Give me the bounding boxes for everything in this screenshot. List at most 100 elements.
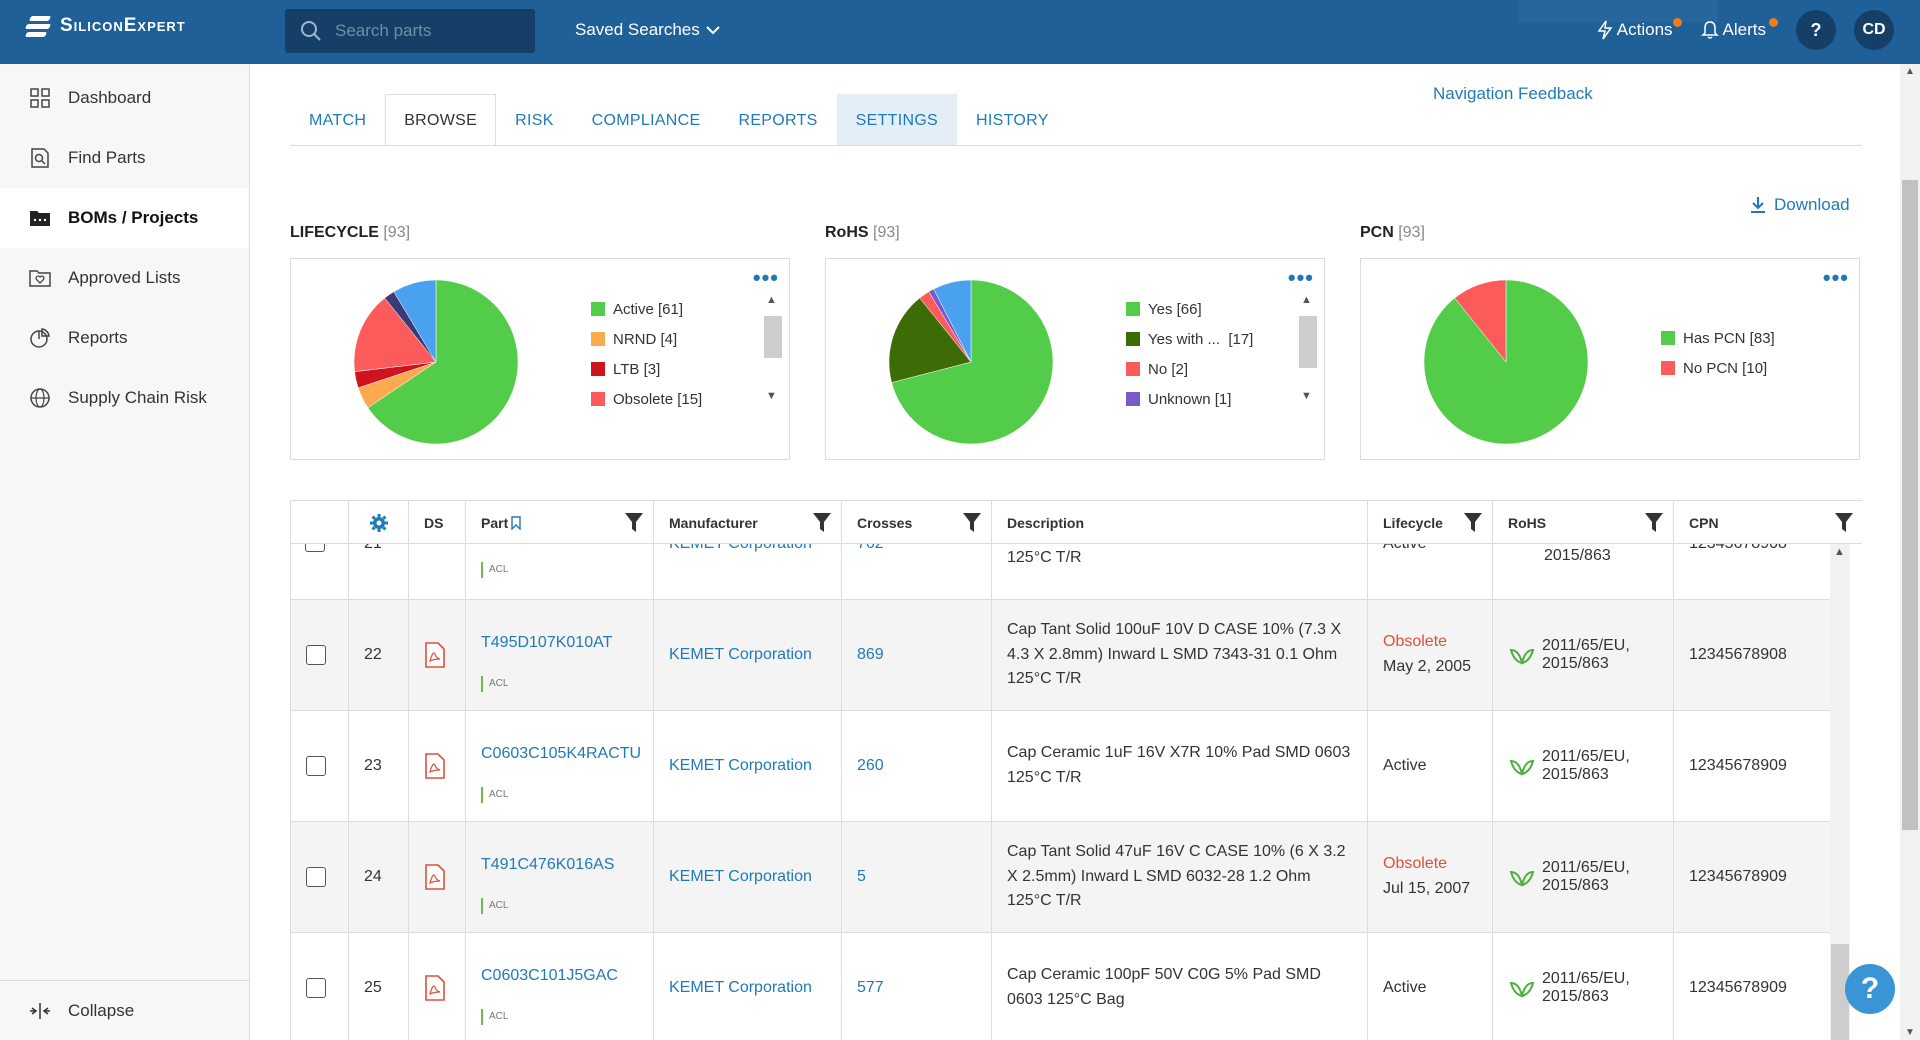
more-options-icon[interactable]: ••• <box>752 265 779 290</box>
more-options-icon[interactable]: ••• <box>1822 265 1849 290</box>
legend-item[interactable]: Yes with ... [17] <box>1126 324 1253 354</box>
tab-bar: MATCH BROWSE RISK COMPLIANCE REPORTS SET… <box>290 94 1068 146</box>
tab-match[interactable]: MATCH <box>309 111 367 129</box>
logo[interactable]: SiliconExpert <box>24 14 186 38</box>
sidebar-item-find-parts[interactable]: Find Parts <box>0 128 249 188</box>
pdf-icon[interactable] <box>424 864 446 890</box>
actions-button[interactable]: Actions <box>1597 18 1682 40</box>
pie-slice-no-pcn[interactable] <box>1454 279 1507 363</box>
more-options-icon[interactable]: ••• <box>1287 265 1314 290</box>
legend-item[interactable]: Obsolete [15] <box>591 384 702 414</box>
scroll-down-icon[interactable]: ▼ <box>1905 1027 1915 1038</box>
header-lifecycle[interactable]: Lifecycle <box>1368 501 1493 544</box>
row-checkbox[interactable] <box>306 978 326 998</box>
search-box[interactable] <box>285 9 535 53</box>
row-checkbox[interactable] <box>306 867 326 887</box>
sidebar-item-approved-lists[interactable]: Approved Lists <box>0 248 249 308</box>
pie-slice-active[interactable] <box>367 279 519 445</box>
part-number-link[interactable]: T491C476K016AS <box>481 855 615 873</box>
row-checkbox[interactable] <box>306 756 326 776</box>
filter-icon[interactable] <box>1645 513 1663 533</box>
manufacturer-link[interactable]: KEMET Corporation <box>654 600 842 710</box>
header-rohs[interactable]: RoHS <box>1493 501 1674 544</box>
crosses-link[interactable]: 869 <box>842 600 992 710</box>
user-avatar[interactable]: CD <box>1854 10 1894 50</box>
header-description[interactable]: Description <box>992 501 1368 544</box>
sidebar-item-reports[interactable]: Reports <box>0 308 249 368</box>
header-ds[interactable]: DS <box>409 501 466 544</box>
pdf-icon[interactable] <box>424 642 446 668</box>
legend-item[interactable]: LTB [3] <box>591 354 702 384</box>
header-crosses[interactable]: Crosses <box>842 501 992 544</box>
pie-slice-other2[interactable] <box>393 279 437 363</box>
filter-icon[interactable] <box>813 513 831 533</box>
row-checkbox[interactable] <box>305 544 325 552</box>
page-scrollbar[interactable]: ▲ ▼ <box>1900 64 1920 1040</box>
legend-item[interactable]: NRND [4] <box>591 324 702 354</box>
table-row[interactable]: 24 T491C476K016AS ACL KEMET Corporation 5… <box>291 822 1830 933</box>
header-manufacturer[interactable]: Manufacturer <box>654 501 842 544</box>
download-button[interactable]: Download <box>1750 195 1850 215</box>
tab-browse[interactable]: BROWSE <box>385 94 497 146</box>
column-settings-button[interactable] <box>349 501 409 544</box>
row-checkbox[interactable] <box>306 645 326 665</box>
manufacturer-link[interactable]: KEMET Corporation <box>654 933 842 1040</box>
sidebar-item-dashboard[interactable]: Dashboard <box>0 68 249 128</box>
legend-item[interactable]: Active [61] <box>591 294 702 324</box>
legend-item[interactable]: Yes [66] <box>1126 294 1253 324</box>
table-row[interactable]: 25 C0603C101J5GAC ACL KEMET Corporation 5… <box>291 933 1830 1040</box>
filter-icon[interactable] <box>1464 513 1482 533</box>
filter-icon[interactable] <box>963 513 981 533</box>
legend-item[interactable]: Has PCN [83] <box>1661 323 1775 353</box>
crosses-link[interactable]: 577 <box>842 933 992 1040</box>
scroll-up-icon[interactable]: ▲ <box>1834 546 1845 558</box>
table-row[interactable]: 21 ACL KEMET Corporation 762 125°C T/R A… <box>291 544 1830 600</box>
tab-history[interactable]: HISTORY <box>976 111 1049 129</box>
pie-slice-yes-with-[interactable] <box>888 297 972 383</box>
pie-slice-obsolete[interactable] <box>353 297 437 372</box>
scroll-up-icon[interactable]: ▲ <box>1905 66 1915 77</box>
help-fab-button[interactable]: ? <box>1845 964 1895 1014</box>
crosses-link[interactable]: 762 <box>857 544 884 557</box>
pie-slice-yes[interactable] <box>891 279 1054 445</box>
manufacturer-link[interactable]: KEMET Corporation <box>669 544 812 557</box>
manufacturer-link[interactable]: KEMET Corporation <box>654 711 842 821</box>
table-row[interactable]: 23 C0603C105K4RACTU ACL KEMET Corporation… <box>291 711 1830 822</box>
legend-item[interactable]: No PCN [10] <box>1661 353 1775 383</box>
tab-risk[interactable]: RISK <box>515 111 554 129</box>
tab-compliance[interactable]: COMPLIANCE <box>591 111 701 129</box>
legend-scrollbar[interactable]: ▲ ▼ <box>763 294 783 406</box>
collapse-button[interactable]: Collapse <box>0 980 250 1040</box>
tab-settings[interactable]: SETTINGS <box>836 94 958 146</box>
filter-icon[interactable] <box>625 513 643 533</box>
scroll-up-icon[interactable]: ▲ <box>1301 294 1312 306</box>
header-part[interactable]: Part <box>466 501 654 544</box>
sidebar-item-boms-projects[interactable]: BOMs / Projects <box>0 188 249 248</box>
filter-icon[interactable] <box>1835 513 1853 533</box>
pdf-icon[interactable] <box>424 753 446 779</box>
manufacturer-link[interactable]: KEMET Corporation <box>654 822 842 932</box>
legend-item[interactable]: Unknown [1] <box>1126 384 1253 414</box>
header-cpn[interactable]: CPN <box>1674 501 1862 544</box>
crosses-link[interactable]: 5 <box>842 822 992 932</box>
part-number-link[interactable]: C0603C101J5GAC <box>481 966 618 984</box>
scroll-down-icon[interactable]: ▼ <box>1301 390 1312 402</box>
search-input[interactable] <box>335 21 525 41</box>
scroll-down-icon[interactable]: ▼ <box>766 390 777 402</box>
part-number-link[interactable]: C0603C105K4RACTU <box>481 744 642 762</box>
legend-scrollbar[interactable]: ▲ ▼ <box>1298 294 1318 406</box>
part-number-link[interactable]: T495D107K010AT <box>481 633 613 651</box>
tab-reports[interactable]: REPORTS <box>738 111 818 129</box>
table-row[interactable]: 22 T495D107K010AT ACL KEMET Corporation 8… <box>291 600 1830 711</box>
crosses-link[interactable]: 260 <box>842 711 992 821</box>
scroll-up-icon[interactable]: ▲ <box>766 294 777 306</box>
alerts-button[interactable]: Alerts <box>1700 18 1778 40</box>
pdf-icon[interactable] <box>424 975 446 1001</box>
pie-slice-other[interactable] <box>933 279 972 363</box>
table-scrollbar[interactable]: ▲ <box>1830 544 1850 1040</box>
legend-item[interactable]: No [2] <box>1126 354 1253 384</box>
help-button[interactable]: ? <box>1796 10 1836 50</box>
navigation-feedback-link[interactable]: Navigation Feedback <box>1433 84 1593 103</box>
sidebar-item-supply-chain-risk[interactable]: Supply Chain Risk <box>0 368 249 428</box>
saved-searches-dropdown[interactable]: Saved Searches <box>575 20 720 40</box>
